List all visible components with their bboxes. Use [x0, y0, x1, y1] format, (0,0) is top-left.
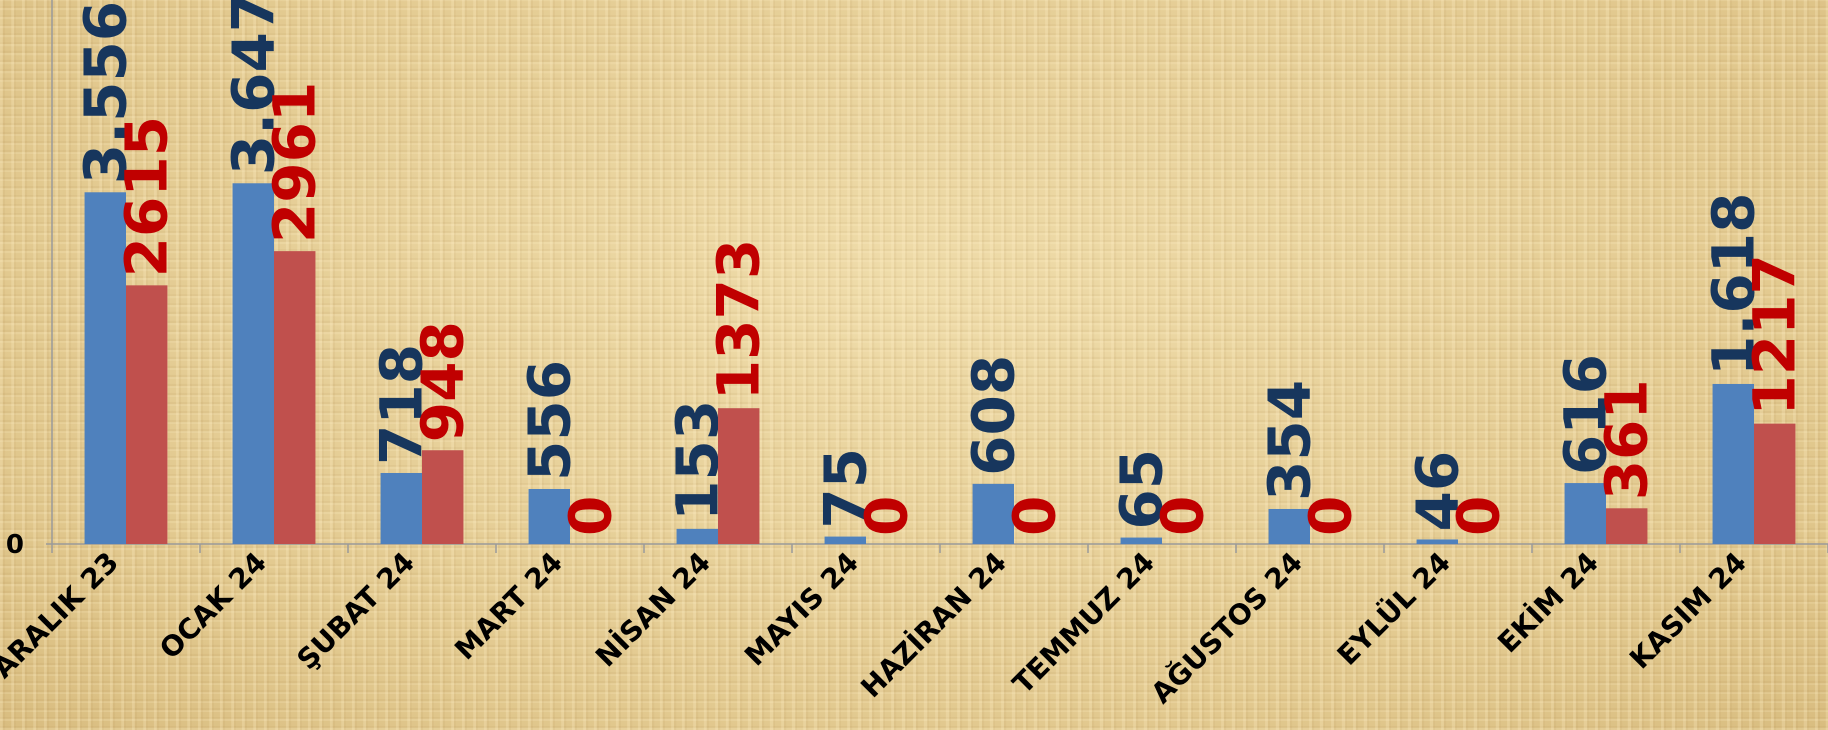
- value-label: 0: [1149, 496, 1217, 536]
- value-label: 0: [853, 496, 921, 536]
- x-tick-label: EKİM 24: [1491, 545, 1605, 659]
- x-tick-label: OCAK 24: [153, 546, 273, 666]
- value-label: 608: [959, 355, 1027, 476]
- value-label: 1217: [1741, 254, 1809, 415]
- bar: [718, 408, 760, 544]
- value-label: 718: [367, 344, 435, 465]
- y-tick-label: 0: [6, 530, 24, 560]
- x-tick-label: HAZİRAN 24: [854, 545, 1013, 704]
- x-tick-label: MAYIS 24: [738, 546, 865, 673]
- x-tick-label: TEMMUZ 24: [1006, 546, 1161, 701]
- value-label: 46: [1403, 451, 1471, 532]
- x-tick-label: AĞUSTOS 24: [1144, 545, 1309, 710]
- value-label: 3.647: [219, 0, 287, 175]
- value-label: 361: [1593, 379, 1661, 500]
- bar: [380, 472, 422, 544]
- bar: [422, 450, 464, 544]
- bar: [528, 489, 570, 544]
- x-tick-label: MART 24: [448, 546, 569, 667]
- bar: [1120, 537, 1162, 544]
- bar: [676, 528, 718, 544]
- bar: [1268, 508, 1310, 544]
- value-label: 2615: [113, 116, 181, 277]
- bar: [824, 536, 866, 544]
- bar: [1754, 423, 1796, 544]
- x-tick-label: KASIM 24: [1623, 546, 1753, 676]
- value-label: 1.618: [1699, 192, 1767, 375]
- bar: [1712, 383, 1754, 544]
- value-label: 0: [1297, 496, 1365, 536]
- value-label: 0: [557, 496, 625, 536]
- bar: [232, 183, 274, 544]
- value-label: 354: [1255, 380, 1323, 501]
- value-label: 1373: [705, 239, 773, 400]
- value-label: 0: [1001, 496, 1069, 536]
- value-label: 3.556: [71, 1, 139, 184]
- x-tick-label: ŞUBAT 24: [290, 546, 421, 677]
- value-label: 616: [1551, 354, 1619, 475]
- bar: [1606, 508, 1648, 544]
- bar: [126, 285, 168, 544]
- bar: [1564, 483, 1606, 544]
- bar: [1416, 539, 1458, 544]
- value-label: 556: [515, 360, 583, 481]
- x-tick-label: EYLÜL 24: [1330, 545, 1457, 672]
- value-label: 2961: [261, 82, 329, 243]
- value-label: 75: [811, 448, 879, 529]
- bar: [274, 251, 316, 544]
- x-tick-label: ARALIK 23: [0, 546, 125, 685]
- bar: [84, 192, 126, 544]
- x-tick-label: NİSAN 24: [588, 545, 717, 674]
- value-label: 0: [1445, 496, 1513, 536]
- value-label: 948: [409, 321, 477, 442]
- value-label: 65: [1107, 449, 1175, 530]
- bar: [972, 483, 1014, 544]
